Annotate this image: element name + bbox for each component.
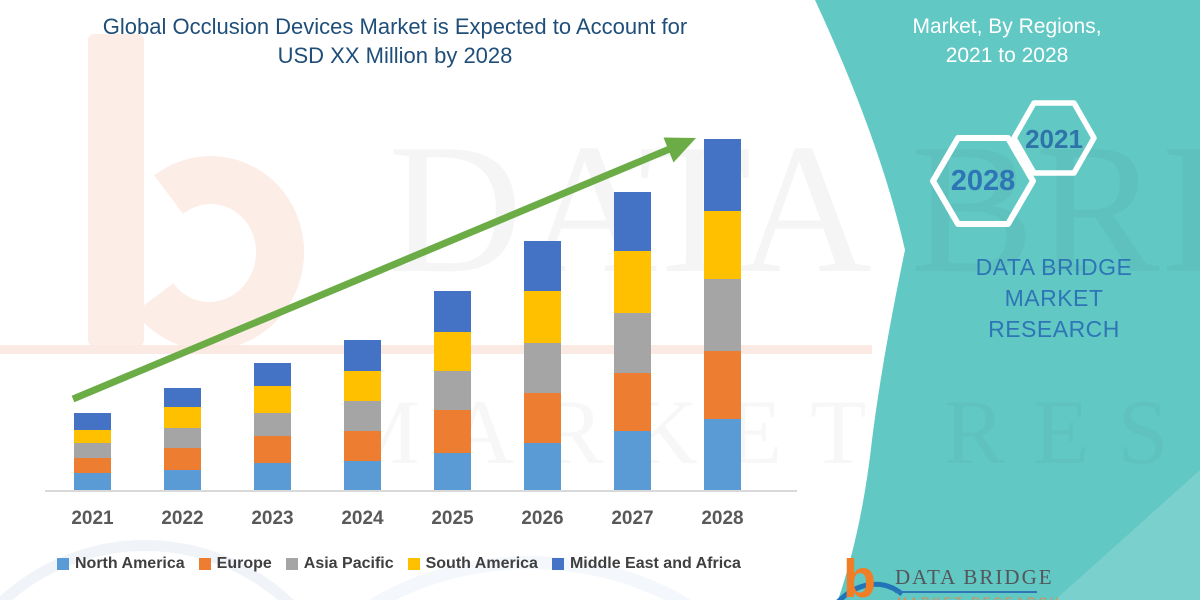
- legend-label: South America: [425, 555, 538, 572]
- bar-segment-south-america: [704, 211, 741, 279]
- logo-underline: [895, 591, 1037, 593]
- x-axis-label-2021: 2021: [71, 508, 114, 529]
- bar-segment-europe: [164, 448, 201, 470]
- bar-2027: [614, 192, 651, 490]
- legend-item-europe: Europe: [198, 555, 272, 573]
- bar-segment-europe: [74, 458, 111, 473]
- legend-swatch: [407, 558, 420, 570]
- bar-segment-middle-east-and-africa: [524, 241, 561, 291]
- hexagon-2028-label: 2028: [950, 165, 1016, 197]
- logo-b-glyph: b: [843, 549, 876, 600]
- bar-segment-middle-east-and-africa: [614, 192, 651, 251]
- bar-segment-south-america: [524, 291, 561, 343]
- chart-title: Global Occlusion Devices Market is Expec…: [55, 12, 735, 70]
- x-axis-label-2022: 2022: [161, 508, 204, 529]
- bar-segment-asia-pacific: [254, 413, 291, 436]
- bar-2023: [254, 363, 291, 490]
- bar-2024: [344, 340, 381, 490]
- bar-segment-asia-pacific: [524, 343, 561, 393]
- legend-label: Asia Pacific: [303, 555, 394, 572]
- bar-segment-south-america: [164, 407, 201, 428]
- x-axis-line: [45, 490, 797, 492]
- legend-label: Middle East and Africa: [569, 555, 741, 572]
- legend-label: North America: [75, 555, 185, 572]
- bar-segment-middle-east-and-africa: [704, 139, 741, 211]
- bar-segment-south-america: [344, 371, 381, 401]
- bar-segment-north-america: [704, 419, 741, 490]
- bar-2022: [164, 388, 201, 490]
- legend-item-north-america: North America: [57, 555, 185, 573]
- bar-segment-asia-pacific: [164, 428, 201, 448]
- chart-legend: North America Europe Asia Pacific South Ame…: [57, 555, 741, 573]
- x-axis-label-2026: 2026: [521, 508, 564, 529]
- bar-segment-asia-pacific: [614, 313, 651, 373]
- legend-item-middle-east-and-africa: Middle East and Africa: [551, 555, 741, 573]
- bar-segment-asia-pacific: [434, 371, 471, 410]
- hexagon-2021-label: 2021: [1025, 124, 1083, 154]
- chart-title-line1: Global Occlusion Devices Market is Expec…: [102, 14, 688, 39]
- bar-segment-north-america: [344, 461, 381, 490]
- legend-item-south-america: South America: [407, 555, 538, 573]
- panel-heading-line2: 2021 to 2028: [945, 44, 1069, 67]
- brand-text-line2: RESEARCH: [988, 316, 1120, 342]
- x-axis-label-2025: 2025: [431, 508, 474, 529]
- bar-segment-north-america: [254, 463, 291, 490]
- bar-segment-north-america: [74, 473, 111, 490]
- bar-segment-asia-pacific: [704, 279, 741, 351]
- bar-segment-europe: [614, 373, 651, 431]
- bar-segment-south-america: [254, 386, 291, 413]
- brand-text: DATA BRIDGE MARKET RESEARCH: [930, 252, 1178, 345]
- bar-segment-middle-east-and-africa: [164, 388, 201, 407]
- legend-swatch: [551, 558, 564, 570]
- bar-segment-middle-east-and-africa: [344, 340, 381, 371]
- panel-heading-line1: Market, By Regions,: [912, 15, 1102, 38]
- bar-segment-europe: [524, 393, 561, 443]
- x-axis-label-2027: 2027: [611, 508, 654, 529]
- bar-segment-south-america: [74, 430, 111, 443]
- bar-segment-south-america: [434, 332, 471, 371]
- bar-segment-middle-east-and-africa: [254, 363, 291, 386]
- panel-heading: Market, By Regions, 2021 to 2028: [882, 12, 1132, 70]
- x-axis-label-2028: 2028: [701, 508, 744, 529]
- bar-segment-europe: [344, 431, 381, 461]
- bar-segment-north-america: [434, 453, 471, 490]
- bar-segment-north-america: [164, 470, 201, 490]
- bar-2021: [74, 413, 111, 490]
- bar-segment-europe: [434, 410, 471, 453]
- chart-title-line2: USD XX Million by 2028: [277, 43, 513, 68]
- bar-2026: [524, 241, 561, 490]
- bar-segment-asia-pacific: [344, 401, 381, 431]
- bar-2028: [704, 139, 741, 490]
- legend-label: Europe: [216, 555, 272, 572]
- brand-text-line1: DATA BRIDGE MARKET: [975, 254, 1133, 311]
- legend-swatch: [285, 558, 298, 570]
- bar-2025: [434, 291, 471, 490]
- legend-item-asia-pacific: Asia Pacific: [285, 555, 394, 573]
- bar-segment-europe: [704, 351, 741, 419]
- logo-subtext-clipped: MARKET RESEARCH: [897, 595, 1062, 600]
- bar-segment-south-america: [614, 251, 651, 313]
- bar-segment-asia-pacific: [74, 443, 111, 458]
- bar-segment-middle-east-and-africa: [434, 291, 471, 332]
- logo-name-text: DATA BRIDGE: [895, 565, 1054, 589]
- bar-segment-middle-east-and-africa: [74, 413, 111, 430]
- bar-segment-europe: [254, 436, 291, 463]
- x-axis-label-2023: 2023: [251, 508, 294, 529]
- legend-swatch: [198, 558, 211, 570]
- bar-segment-north-america: [614, 431, 651, 490]
- teal-corner-highlight: [1055, 470, 1200, 600]
- bar-segment-north-america: [524, 443, 561, 490]
- x-axis-label-2024: 2024: [341, 508, 384, 529]
- legend-swatch: [57, 558, 69, 570]
